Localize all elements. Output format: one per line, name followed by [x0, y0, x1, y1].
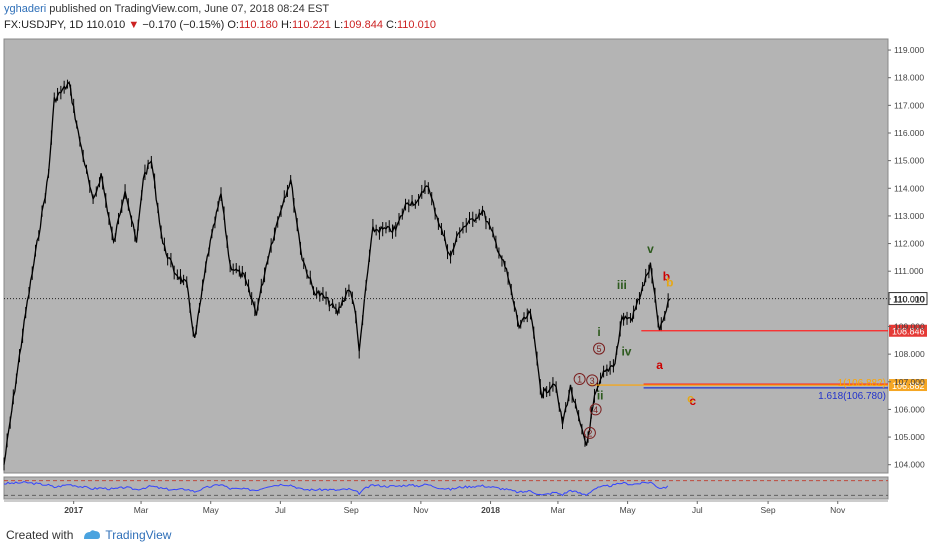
x-tick-label: Mar — [551, 505, 566, 515]
close-value: 110.010 — [397, 19, 436, 31]
x-tick-label: 2017 — [64, 505, 83, 515]
price-chart[interactable]: 110.010 108.846 106.882 1(106.882) 1.618(106… — [0, 37, 932, 519]
wave-label-1: 1 — [577, 375, 582, 385]
wave-circle-5 — [593, 342, 606, 355]
wave-circle-2 — [583, 426, 596, 439]
tradingview-brand-link[interactable]: TradingView — [105, 528, 172, 542]
x-tick-label: Sep — [761, 505, 776, 515]
wave-label-3: 3 — [590, 376, 595, 386]
wave-label-b: b — [666, 275, 673, 289]
created-with-text: Created with — [6, 528, 74, 542]
x-tick-label: May — [203, 505, 220, 515]
level-1-label: 1(106.882) — [838, 378, 886, 389]
y-tick-label: 108.000 — [894, 349, 925, 359]
x-tick-label: Nov — [413, 505, 429, 515]
x-tick-label: Sep — [344, 505, 359, 515]
wave-label-5: 5 — [597, 344, 602, 354]
wave-label-ii: ii — [597, 389, 604, 403]
wave-circle-3 — [586, 374, 599, 387]
level-106882-badge-label: 106.882 — [892, 381, 925, 391]
last-price-badge-label: 110.010 — [893, 295, 925, 305]
x-tick-label: May — [620, 505, 637, 515]
wave-label-iv: iv — [621, 344, 631, 358]
y-tick-label: 114.000 — [894, 183, 924, 193]
y-tick-label: 118.000 — [894, 73, 924, 83]
wave-circle-4 — [589, 403, 602, 416]
open-value: 110.180 — [238, 19, 278, 31]
y-tick-label: 107.000 — [894, 377, 925, 387]
level-108846-badge-label: 108.846 — [892, 327, 925, 337]
x-tick-label: Nov — [830, 505, 846, 515]
change-value: −0.170 (−0.15%) — [142, 19, 225, 31]
y-tick-label: 104.000 — [894, 460, 925, 470]
ohlc-legend: FX:USDJPY, 1D 110.010 ▼ −0.170 (−0.15%) … — [4, 19, 436, 31]
x-tick-label: Jul — [275, 505, 286, 515]
rsi-line — [3, 481, 669, 497]
y-tick-label: 119.000 — [894, 45, 924, 55]
publish-info: yghaderi published on TradingView.com, J… — [4, 3, 329, 15]
wave-label-b: b — [663, 270, 670, 284]
change-arrow-icon: ▼ — [128, 19, 140, 31]
close-label: C: — [386, 19, 397, 31]
low-label: L: — [333, 19, 344, 31]
y-tick-label: 117.000 — [894, 100, 924, 110]
level-108846-badge — [889, 324, 927, 337]
y-tick-label: 116.000 — [894, 128, 924, 138]
wave-label-c: c — [689, 394, 696, 408]
wave-label-v: v — [647, 242, 654, 256]
wave-label-a: a — [656, 358, 663, 372]
rsi-pane — [3, 476, 889, 500]
footer: Created with TradingView — [6, 528, 171, 542]
high-label: H: — [280, 19, 292, 31]
y-tick-label: 106.000 — [894, 404, 925, 414]
plot-area — [3, 38, 889, 474]
y-tick-label: 109.000 — [894, 321, 925, 331]
wave-label-i: i — [597, 325, 600, 339]
x-tick-label: Jul — [692, 505, 703, 515]
high-value: 110.221 — [291, 19, 331, 31]
x-tick-label: Mar — [134, 505, 149, 515]
low-value: 109.844 — [343, 19, 383, 31]
y-tick-label: 110.000 — [894, 294, 924, 304]
wave-label-iii: iii — [617, 278, 627, 292]
y-tick-label: 105.000 — [894, 432, 925, 442]
y-tick-label: 115.000 — [894, 156, 924, 166]
last-price: 110.010 — [86, 19, 126, 31]
symbol-label: FX:USDJPY, 1D — [4, 19, 84, 31]
wave-label-c: c — [687, 391, 694, 405]
y-tick-label: 112.000 — [894, 239, 924, 249]
level-106882-badge — [889, 379, 927, 392]
x-tick-label: 2018 — [481, 505, 500, 515]
y-tick-label: 111.000 — [894, 266, 924, 276]
open-label: O: — [227, 19, 239, 31]
wave-label-2: 2 — [587, 428, 592, 438]
wave-circle-1 — [573, 373, 586, 386]
tradingview-logo-icon — [84, 530, 101, 539]
price-series-line — [3, 80, 671, 465]
author-link[interactable]: yghaderi — [4, 3, 47, 15]
wave-label-4: 4 — [593, 405, 598, 415]
y-tick-label: 113.000 — [894, 211, 924, 221]
published-text: published on TradingView.com, June 07, 2… — [49, 3, 330, 15]
level-1618-label: 1.618(106.780) — [818, 391, 886, 402]
